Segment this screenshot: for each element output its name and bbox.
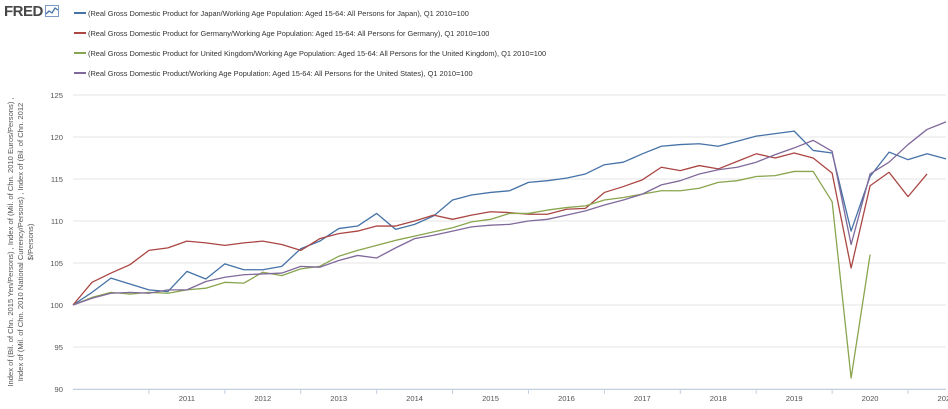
- x-tick-label: 2017: [634, 394, 651, 403]
- y-tick-label: 90: [55, 385, 63, 394]
- legend-item[interactable]: (Real Gross Domestic Product for Japan/W…: [74, 3, 546, 23]
- x-tick-label: 2016: [558, 394, 575, 403]
- legend-label: (Real Gross Domestic Product for Germany…: [88, 28, 490, 38]
- fred-logo[interactable]: FRED: [4, 2, 59, 20]
- y-tick-label: 105: [50, 259, 63, 268]
- line-graph-icon: [44, 5, 59, 17]
- legend-swatch: [74, 12, 86, 14]
- legend-label: (Real Gross Domestic Product for Japan/W…: [88, 8, 469, 18]
- plot-area: [73, 95, 946, 389]
- x-tick-label: 2011: [179, 394, 195, 403]
- series-line: [72, 130, 947, 306]
- x-tick-label: 2019: [786, 394, 803, 403]
- legend-swatch: [74, 72, 86, 74]
- x-tick-label: 2012: [254, 394, 271, 403]
- legend-label: (Real Gross Domestic Product/Working Age…: [88, 68, 473, 78]
- y-tick-label: 95: [55, 343, 63, 352]
- brand-name: FRED: [4, 2, 43, 20]
- x-tick-label: 2015: [482, 394, 499, 403]
- x-tick-label: 2018: [710, 394, 727, 403]
- chart-legend: (Real Gross Domestic Product for Japan/W…: [74, 3, 546, 83]
- series-line: [72, 152, 928, 306]
- legend-item[interactable]: (Real Gross Domestic Product for Germany…: [74, 23, 546, 43]
- y-tick-label: 100: [50, 301, 63, 310]
- x-tick-label: 2014: [406, 394, 423, 403]
- legend-item[interactable]: (Real Gross Domestic Product/Working Age…: [74, 63, 546, 83]
- x-tick-label: 2013: [330, 394, 347, 403]
- legend-label: (Real Gross Domestic Product for United …: [88, 48, 547, 58]
- x-tick-label: 2020: [862, 394, 879, 403]
- legend-swatch: [74, 52, 86, 54]
- series-line: [72, 121, 947, 306]
- series-line: [72, 170, 871, 379]
- y-tick-label: 120: [50, 133, 63, 142]
- x-tick-label: 2021: [938, 394, 948, 403]
- y-tick-label: 115: [51, 175, 63, 184]
- y-tick-label: 110: [51, 217, 63, 226]
- legend-item[interactable]: (Real Gross Domestic Product for United …: [74, 43, 546, 63]
- legend-swatch: [74, 32, 86, 34]
- y-tick-label: 125: [50, 91, 63, 100]
